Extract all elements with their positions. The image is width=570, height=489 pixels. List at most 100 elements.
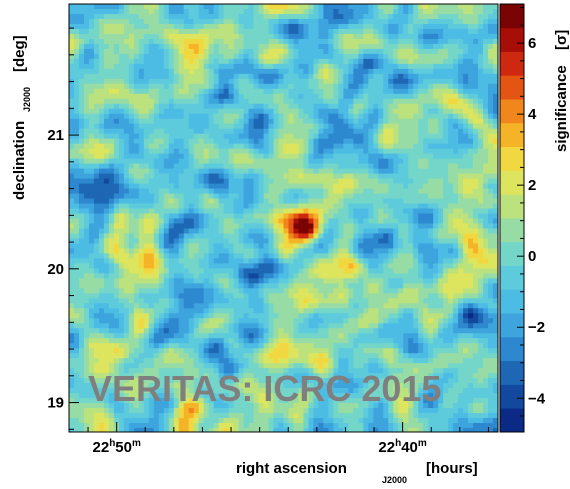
heatmap-cell: [108, 28, 115, 35]
heatmap-cell: [93, 83, 100, 90]
heatmap-cell: [328, 108, 334, 115]
heatmap-cell: [433, 208, 439, 215]
heatmap-cell: [123, 88, 130, 95]
heatmap-cell: [173, 213, 180, 220]
heatmap-cell: [288, 68, 295, 75]
heatmap-cell: [273, 198, 280, 205]
heatmap-cell: [428, 253, 434, 260]
heatmap-cell: [218, 103, 225, 110]
heatmap-cell: [313, 133, 320, 140]
heatmap-cell: [108, 193, 115, 200]
heatmap-cell: [343, 178, 349, 185]
heatmap-cell: [318, 283, 325, 289]
heatmap-cell: [278, 28, 285, 35]
heatmap-cell: [78, 253, 85, 260]
heatmap-cell: [318, 258, 325, 264]
heatmap-cell: [153, 143, 160, 150]
heatmap-cell: [273, 178, 280, 185]
heatmap-cell: [183, 38, 190, 45]
heatmap-cell: [268, 43, 275, 50]
heatmap-cell: [493, 73, 498, 80]
heatmap-cell: [373, 233, 379, 240]
heatmap-cell: [88, 18, 95, 25]
heatmap-cell: [113, 258, 120, 264]
heatmap-cell: [123, 8, 130, 15]
heatmap-cell: [83, 118, 90, 125]
heatmap-cell: [473, 43, 479, 50]
heatmap-cell: [403, 113, 409, 120]
heatmap-cell: [348, 63, 354, 70]
heatmap-cell: [298, 18, 305, 25]
heatmap-cell: [228, 153, 235, 160]
heatmap-cell: [78, 73, 85, 80]
heatmap-cell: [73, 53, 80, 60]
heatmap-cell: [78, 158, 85, 165]
heatmap-cell: [178, 173, 185, 180]
heatmap-cell: [378, 83, 384, 90]
heatmap-cell: [248, 63, 255, 70]
heatmap-cell: [438, 238, 444, 245]
heatmap-cell: [458, 148, 464, 155]
heatmap-cell: [448, 263, 454, 269]
heatmap-cell: [483, 148, 489, 155]
heatmap-cell: [248, 78, 255, 85]
heatmap-cell: [73, 213, 80, 220]
heatmap-cell: [363, 273, 369, 279]
heatmap-cell: [408, 98, 414, 105]
heatmap-cell: [448, 208, 454, 215]
heatmap-cell: [448, 213, 454, 220]
heatmap-cell: [323, 18, 329, 25]
heatmap-cell: [328, 268, 334, 274]
heatmap-cell: [333, 68, 339, 75]
heatmap-cell: [73, 248, 80, 255]
heatmap-cell: [413, 58, 419, 65]
heatmap-cell: [193, 98, 200, 105]
heatmap-cell: [338, 68, 344, 75]
heatmap-cell: [69, 178, 75, 185]
heatmap-cell: [293, 68, 300, 75]
heatmap-cell: [278, 93, 285, 100]
heatmap-cell: [368, 203, 374, 210]
heatmap-cell: [238, 158, 245, 165]
heatmap-cell: [303, 273, 310, 279]
heatmap-cell: [108, 243, 115, 250]
heatmap-cell: [298, 263, 305, 269]
heatmap-cell: [98, 113, 105, 120]
heatmap-cell: [423, 48, 429, 55]
heatmap-cell: [363, 278, 369, 284]
heatmap-cell: [353, 183, 359, 190]
heatmap-cell: [163, 233, 170, 240]
heatmap-cell: [103, 283, 110, 289]
heatmap-cell: [378, 238, 384, 245]
heatmap-cell: [183, 273, 190, 279]
heatmap-cell: [248, 8, 255, 15]
heatmap-cell: [433, 8, 439, 15]
heatmap-cell: [393, 43, 399, 50]
heatmap-cell: [148, 133, 155, 140]
heatmap-cell: [248, 198, 255, 205]
heatmap-cell: [183, 168, 190, 175]
heatmap-cell: [178, 213, 185, 220]
heatmap-cell: [138, 23, 145, 30]
heatmap-cell: [263, 163, 270, 170]
heatmap-cell: [258, 168, 265, 175]
heatmap-cell: [313, 183, 320, 190]
heatmap-cell: [243, 193, 250, 200]
heatmap-cell: [78, 243, 85, 250]
heatmap-cell: [213, 263, 220, 269]
heatmap-cell: [468, 213, 474, 220]
heatmap-cell: [358, 193, 364, 200]
heatmap-cell: [483, 268, 489, 274]
heatmap-cell: [353, 38, 359, 45]
heatmap-cell: [138, 98, 145, 105]
heatmap-cell: [318, 68, 325, 75]
heatmap-cell: [163, 203, 170, 210]
heatmap-cell: [283, 63, 290, 70]
heatmap-cell: [483, 108, 489, 115]
heatmap-cell: [198, 273, 205, 279]
heatmap-cell: [128, 248, 135, 255]
heatmap-cell: [373, 168, 379, 175]
heatmap-cell: [208, 253, 215, 260]
heatmap-cell: [168, 233, 175, 240]
heatmap-cell: [323, 203, 329, 210]
